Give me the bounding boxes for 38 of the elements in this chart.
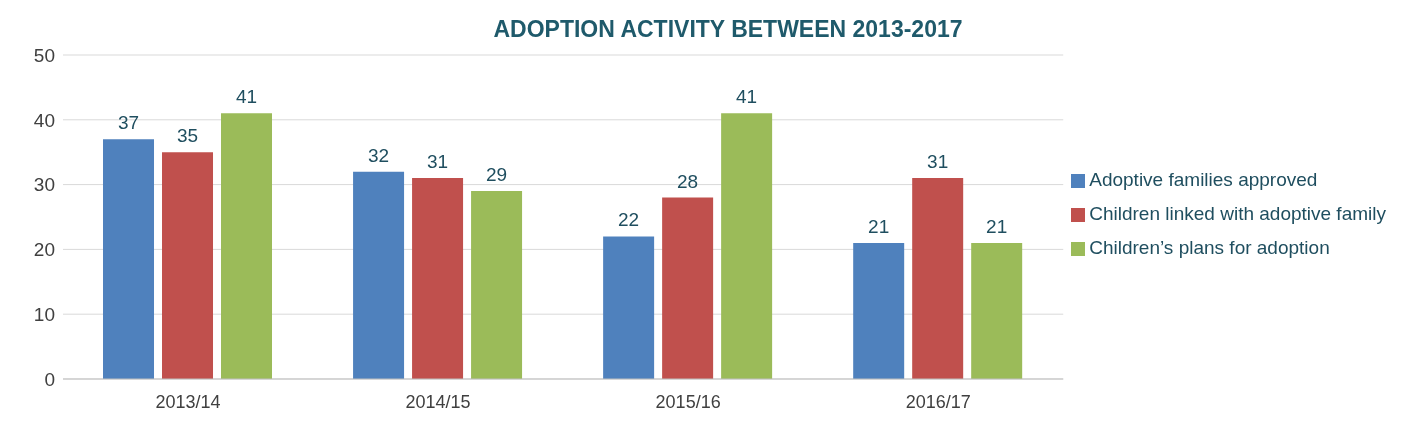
y-tick-label: 20	[33, 239, 55, 261]
y-tick-label: 0	[44, 368, 55, 390]
data-label: 28	[677, 170, 699, 192]
x-tick-label: 2013/14	[155, 391, 221, 412]
bar	[221, 113, 273, 379]
legend-label: Adoptive families approved	[1089, 168, 1318, 190]
data-label: 37	[117, 112, 140, 134]
bar	[103, 139, 155, 379]
y-tick-label: 10	[33, 303, 55, 325]
bar	[662, 197, 714, 379]
bar	[603, 236, 655, 379]
data-label: 35	[176, 125, 199, 147]
bar	[353, 171, 405, 379]
data-label: 41	[736, 86, 758, 108]
x-tick-label: 2016/17	[905, 391, 971, 412]
chart-title: ADOPTION ACTIVITY BETWEEN 2013-2017	[492, 16, 964, 43]
data-label: 32	[368, 144, 390, 166]
data-label: 29	[486, 164, 508, 186]
bar	[971, 242, 1023, 379]
y-tick-label: 50	[33, 44, 55, 66]
data-label: 21	[986, 215, 1008, 237]
data-label: 22	[618, 209, 640, 231]
bar	[471, 191, 523, 379]
legend-label: Children’s plans for adoption	[1089, 236, 1330, 258]
legend-label: Children linked with adoptive family	[1089, 202, 1386, 224]
bar	[162, 152, 214, 379]
data-label: 31	[927, 151, 949, 173]
y-tick-label: 40	[33, 109, 55, 131]
bar	[412, 178, 464, 379]
bar	[853, 242, 905, 379]
y-tick-label: 30	[33, 174, 55, 196]
x-tick-label: 2015/16	[655, 391, 721, 412]
data-label: 31	[427, 151, 449, 173]
bar	[912, 178, 964, 379]
bar	[721, 113, 773, 379]
data-label: 41	[235, 86, 258, 108]
data-label: 21	[868, 215, 890, 237]
x-tick-label: 2014/15	[405, 391, 471, 412]
